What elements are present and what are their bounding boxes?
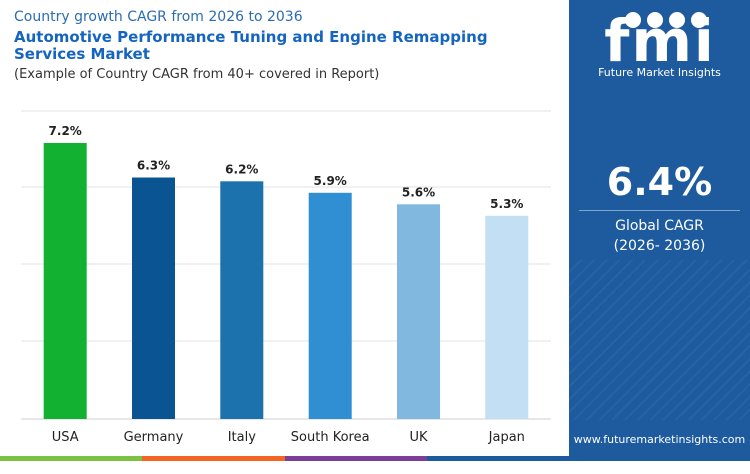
bar-germany <box>132 177 175 419</box>
sidebar-divider <box>579 210 740 211</box>
global-cagr-value: 6.4% <box>606 160 713 204</box>
data-label: 5.6% <box>402 185 435 199</box>
footer-strip-segment <box>426 456 569 461</box>
x-tick-label: South Korea <box>291 430 370 445</box>
bar-south-korea <box>308 192 352 419</box>
logo-dot-3 <box>669 12 685 28</box>
logo-caption: Future Market Insights <box>598 66 721 79</box>
global-cagr-label: Global CAGR <box>615 218 704 234</box>
logo-dot-4 <box>691 12 707 28</box>
data-label: 6.3% <box>137 159 170 173</box>
sidebar-texture <box>569 260 750 420</box>
x-tick-label: Germany <box>124 430 184 445</box>
data-label: 5.9% <box>314 174 347 188</box>
data-label: 5.3% <box>490 197 523 211</box>
data-label: 6.2% <box>225 162 258 176</box>
chart-subtitle: Country growth CAGR from 2026 to 2036 <box>14 9 303 25</box>
website-url: www.futuremarketinsights.com <box>573 433 746 446</box>
bar-usa <box>43 143 87 419</box>
footer-strip-segment <box>284 456 427 461</box>
footer-strip-segment <box>0 456 143 461</box>
x-tick-label: Japan <box>488 430 525 445</box>
bar-italy <box>220 181 264 419</box>
sidebar-panel: fmi Future Market Insights 6.4% Global C… <box>569 0 750 461</box>
chart-panel: Country growth CAGR from 2026 to 2036 Au… <box>0 9 569 461</box>
bar-japan <box>485 215 529 419</box>
data-label: 7.2% <box>49 124 82 138</box>
bar-chart: 7.2% USA 6.3% Germany 6.2% Italy 5.9% South Kor… <box>21 110 551 445</box>
chart-title: Automotive Performance Tuning and Engine… <box>14 28 488 63</box>
chart-note: (Example of Country CAGR from 40+ covere… <box>14 67 380 82</box>
logo-dot-2 <box>647 12 663 28</box>
logo-dot-1 <box>625 12 641 28</box>
x-tick-label: USA <box>52 430 79 445</box>
fmi-logo: fmi <box>604 7 714 75</box>
x-tick-label: UK <box>409 430 428 445</box>
bar-uk <box>397 204 440 419</box>
global-cagr-period: (2026- 2036) <box>613 238 706 254</box>
footer-strip-segment <box>142 456 285 461</box>
x-tick-label: Italy <box>228 430 257 445</box>
footer-color-strip <box>0 456 569 461</box>
